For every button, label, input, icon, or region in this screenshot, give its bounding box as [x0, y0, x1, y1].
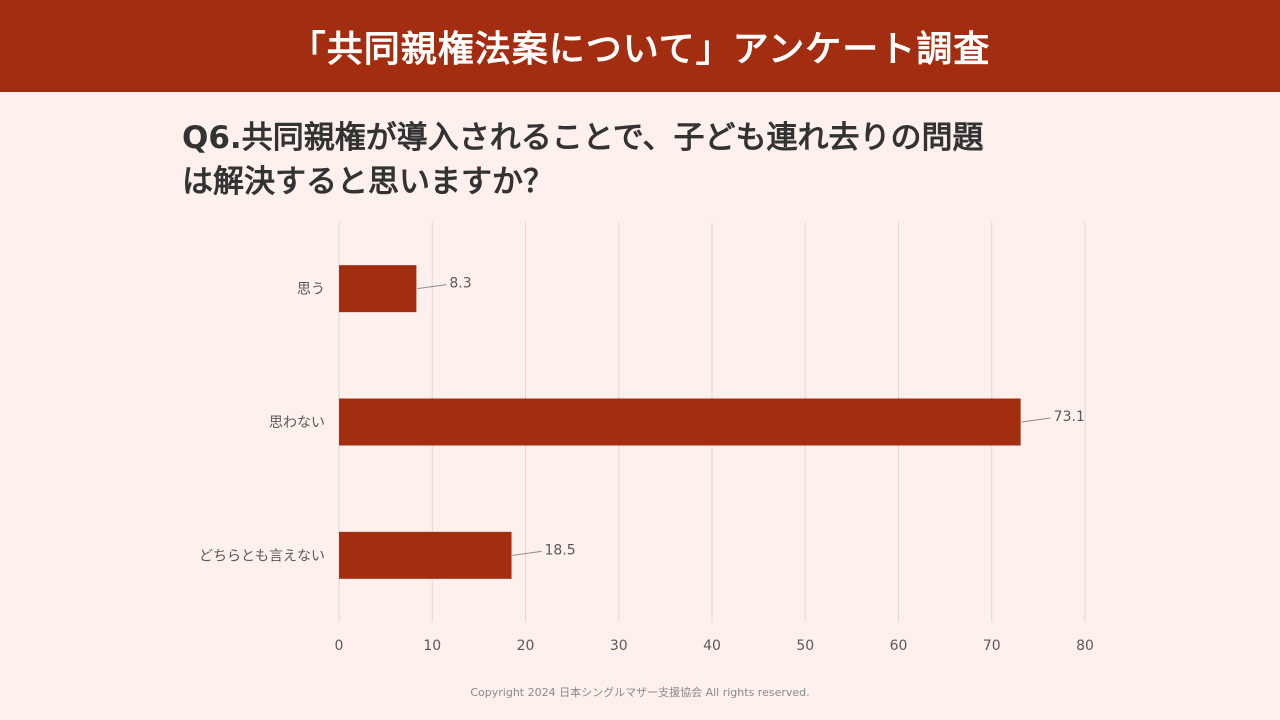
x-tick-label: 0 [335, 638, 344, 654]
x-tick-label: 60 [890, 638, 908, 654]
question-line-1: Q6.共同親権が導入されることで、子ども連れ去りの問題 [182, 120, 984, 156]
copyright-footer: Copyright 2024 日本シングルマザー支援協会 All rights … [470, 686, 810, 699]
x-tick-label: 20 [517, 638, 535, 654]
x-tick-label: 40 [703, 638, 721, 654]
x-tick-label: 80 [1076, 638, 1094, 654]
category-label: どちらとも言えない [199, 548, 325, 564]
question-line-2: は解決すると思いますか？ [182, 164, 554, 200]
bar [339, 265, 417, 313]
x-tick-label: 10 [423, 638, 441, 654]
page-title: 「共同親権法案について」アンケート調査 [289, 29, 991, 70]
x-tick-label: 50 [796, 638, 814, 654]
bar [339, 398, 1021, 446]
data-label: 73.1 [1054, 409, 1085, 425]
label-layer: 0 10 20 30 40 50 60 70 80 思う 8.3 思わない 73.1 どちらとも言えない 1… [199, 276, 1094, 654]
data-label-leader [417, 284, 447, 290]
x-tick-label: 30 [610, 638, 628, 654]
header-bar: 「共同親権法案について」アンケート調査 [0, 0, 1280, 92]
data-label: 18.5 [545, 542, 576, 558]
bar-layer [339, 265, 1021, 579]
bar [339, 531, 512, 579]
question-text: Q6.共同親権が導入されることで、子ども連れ去りの問題 は解決すると思いますか？ [182, 116, 1182, 204]
data-label: 8.3 [449, 276, 471, 292]
data-label-leader [1021, 417, 1051, 423]
x-tick-label: 70 [983, 638, 1001, 654]
category-label: 思わない [269, 415, 325, 431]
data-label-leader [512, 550, 542, 556]
category-label: 思う [297, 282, 325, 298]
